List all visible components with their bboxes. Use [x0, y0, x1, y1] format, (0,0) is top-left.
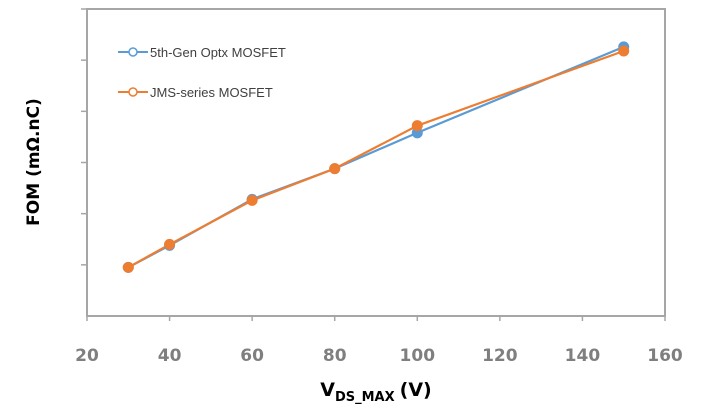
- y-axis-title: FOM (mΩ.nC): [24, 98, 44, 226]
- x-tick-label: 160: [647, 346, 683, 366]
- data-point-series-2: [411, 120, 423, 132]
- x-axis-title-unit: (V): [400, 379, 432, 401]
- legend: 5th-Gen Optx MOSFET JMS-series MOSFET: [118, 45, 286, 100]
- y-tick-marks: [81, 8, 87, 266]
- data-point-series-2: [122, 261, 134, 273]
- x-tick-label: 40: [158, 346, 182, 366]
- legend-label-series-2: JMS-series MOSFET: [150, 85, 273, 100]
- data-point-series-2: [329, 163, 341, 175]
- data-point-series-2: [246, 194, 258, 206]
- series-layer: [122, 41, 630, 273]
- x-tick-label: 60: [240, 346, 264, 366]
- x-tick-label: 100: [400, 346, 436, 366]
- legend-marker-series-2: [128, 87, 138, 97]
- series-line-2: [127, 49, 625, 269]
- x-tick-label: 80: [323, 346, 347, 366]
- x-tick-label: 140: [565, 346, 601, 366]
- legend-label-series-1: 5th-Gen Optx MOSFET: [150, 45, 286, 60]
- x-axis-title-main: V: [320, 379, 335, 401]
- x-tick-labels: 20 40 60 80 100 120 140 160: [75, 316, 683, 366]
- data-point-series-2: [164, 238, 176, 250]
- x-axis-title: VDS_MAX (V): [320, 379, 431, 405]
- x-axis-title-subscript: DS_MAX: [335, 390, 395, 405]
- x-tick-label: 120: [482, 346, 518, 366]
- series-line-1: [127, 45, 625, 269]
- legend-marker-series-1: [128, 47, 138, 57]
- data-point-series-2: [618, 45, 630, 57]
- x-tick-label: 20: [75, 346, 99, 366]
